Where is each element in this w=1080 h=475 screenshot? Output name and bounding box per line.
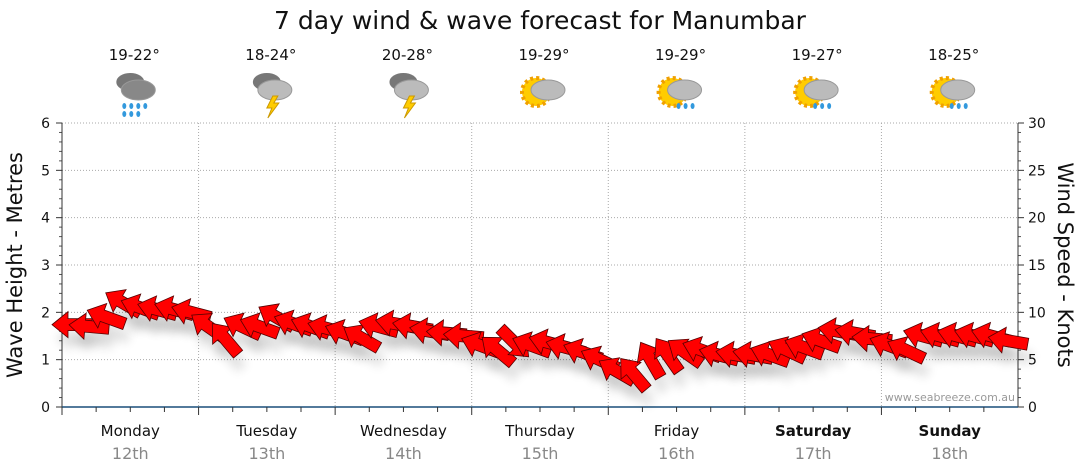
day-label: Monday	[101, 422, 160, 440]
right-tick-label: 20	[1028, 211, 1046, 227]
temperature-label: 20-28°	[382, 46, 433, 64]
raindrop-icon	[143, 103, 148, 109]
rain-weather-icon	[116, 73, 156, 117]
left-tick-label: 2	[41, 305, 50, 321]
right-tick-label: 5	[1028, 353, 1037, 369]
left-axis-label: Wave Height - Metres	[3, 152, 27, 378]
day-label: Tuesday	[235, 422, 297, 440]
chart-title: 7 day wind & wave forecast for Manumbar	[274, 6, 807, 35]
temperature-label: 19-27°	[792, 46, 843, 64]
date-label: 13th	[248, 444, 285, 463]
raindrop-icon	[136, 103, 141, 109]
raindrop-icon	[820, 103, 825, 109]
temperature-label: 19-29°	[655, 46, 706, 64]
wind-arrow	[239, 312, 281, 340]
raindrop-icon	[683, 103, 688, 109]
sun-cloud-weather-icon	[520, 76, 566, 108]
sun-cloud-rain-weather-icon	[929, 76, 976, 109]
wind-arrow	[620, 358, 652, 394]
raindrop-icon	[949, 103, 954, 109]
cloud-icon	[120, 79, 156, 101]
date-label: 15th	[522, 444, 559, 463]
left-tick-label: 5	[41, 163, 50, 179]
grid	[62, 122, 1018, 407]
date-label: 12th	[112, 444, 149, 463]
temperature-label: 18-25°	[928, 46, 979, 64]
arrow-shadow	[347, 338, 386, 368]
lightning-icon	[266, 95, 280, 119]
watermark: www.seabreeze.com.au	[885, 391, 1015, 404]
temperature-label: 19-29°	[518, 46, 569, 64]
day-label: Friday	[654, 422, 700, 440]
left-tick-label: 6	[41, 116, 50, 132]
wind-arrow	[481, 336, 518, 369]
raindrop-icon	[129, 103, 134, 109]
wind-arrow	[987, 326, 1030, 354]
cloud-icon	[940, 79, 976, 101]
cloud-icon	[530, 79, 566, 101]
wind-arrow	[211, 323, 244, 359]
left-tick-label: 1	[41, 353, 50, 369]
storm-weather-icon	[389, 73, 429, 119]
right-tick-label: 0	[1028, 400, 1037, 416]
raindrop-icon	[813, 103, 818, 109]
sun-cloud-rain-weather-icon	[656, 76, 703, 109]
raindrop-icon	[676, 103, 681, 109]
arrow-shadow	[603, 371, 641, 401]
raindrop-icon	[136, 111, 141, 117]
date-label: 14th	[385, 444, 422, 463]
sun-cloud-rain-weather-icon	[793, 76, 839, 109]
weather-icons: 19-22° 18-24° 20-28° 19-29° 19-29° 19-27° 18-2…	[109, 46, 979, 119]
raindrop-icon	[827, 103, 832, 109]
wind-arrow	[343, 324, 383, 354]
right-tick-label: 25	[1028, 163, 1046, 179]
cloud-icon	[803, 79, 839, 101]
raindrop-icon	[690, 103, 695, 109]
lightning-icon	[402, 95, 417, 119]
storm-weather-icon	[252, 73, 293, 119]
right-tick-label: 10	[1028, 305, 1046, 321]
right-tick-label: 30	[1028, 116, 1046, 132]
day-label: Wednesday	[360, 422, 447, 440]
date-label: 18th	[931, 444, 968, 463]
left-tick-label: 0	[41, 400, 50, 416]
day-label: Saturday	[775, 422, 852, 440]
raindrop-icon	[129, 111, 134, 117]
axes: 0 01 52 103 154 205 256 30Monday12thTuesday13th…	[41, 116, 1046, 463]
right-tick-label: 15	[1028, 258, 1046, 274]
arrow-shadow	[672, 353, 709, 383]
wind-arrow	[801, 326, 843, 354]
raindrop-icon	[956, 103, 961, 109]
raindrop-icon	[122, 111, 127, 117]
wind-arrows	[51, 289, 1030, 394]
wind-arrow	[887, 336, 928, 365]
temperature-label: 18-24°	[245, 46, 296, 64]
raindrop-icon	[963, 103, 968, 109]
date-label: 16th	[658, 444, 695, 463]
temperature-label: 19-22°	[109, 46, 160, 64]
day-label: Thursday	[504, 422, 575, 440]
raindrop-icon	[122, 103, 127, 109]
wind-arrow	[636, 341, 667, 381]
day-label: Sunday	[919, 422, 982, 440]
left-tick-label: 3	[41, 258, 50, 274]
right-axis-label: Wind Speed - Knots	[1053, 162, 1077, 367]
wind-arrow	[654, 338, 685, 376]
arrow-shadow	[486, 351, 521, 382]
cloud-icon	[667, 79, 703, 101]
date-label: 17th	[795, 444, 832, 463]
arrow-shadow	[891, 350, 931, 379]
left-tick-label: 4	[41, 211, 50, 227]
wind-arrow	[86, 302, 128, 331]
